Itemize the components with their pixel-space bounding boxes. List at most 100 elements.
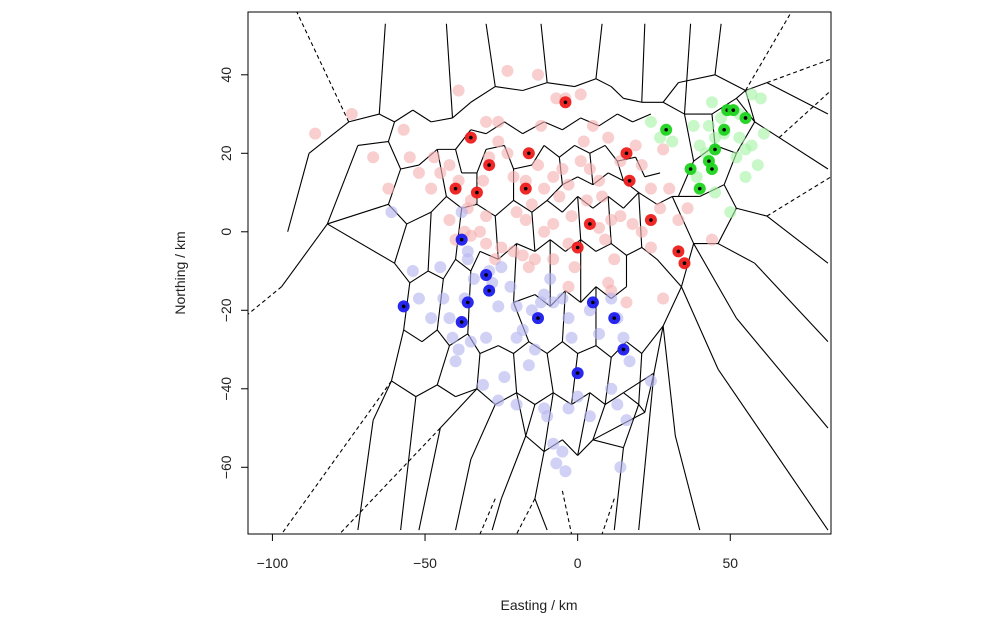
red-light-point bbox=[507, 170, 520, 183]
blue-light-point bbox=[437, 292, 450, 305]
red-light-point bbox=[608, 253, 621, 266]
blue-light-point bbox=[455, 206, 468, 219]
voronoi-edge bbox=[387, 141, 402, 170]
voronoi-edge bbox=[778, 137, 829, 170]
green-light-point bbox=[757, 127, 770, 140]
voronoi-edge bbox=[455, 258, 472, 272]
voronoi-edge bbox=[653, 325, 664, 374]
voronoi-edge bbox=[476, 388, 496, 405]
blue-light-point bbox=[571, 390, 584, 403]
red-light-point bbox=[644, 241, 657, 254]
red-light-point bbox=[580, 194, 593, 207]
blue-light-point bbox=[614, 461, 627, 474]
voronoi-edge bbox=[403, 329, 423, 343]
voronoi-edge bbox=[540, 23, 548, 83]
blue-light-point bbox=[565, 331, 578, 344]
red-light-point bbox=[562, 178, 575, 191]
blue-light-point bbox=[620, 414, 633, 427]
station-points bbox=[309, 64, 770, 478]
blue-light-point bbox=[623, 355, 636, 368]
red-light-point bbox=[629, 139, 642, 152]
voronoi-edge bbox=[427, 212, 432, 272]
red-light-point bbox=[522, 261, 535, 274]
voronoi-edge bbox=[327, 223, 395, 264]
voronoi-unbounded-edge bbox=[516, 498, 536, 534]
voronoi-edge bbox=[617, 113, 633, 123]
voronoi-edges bbox=[248, 12, 831, 534]
red-light-point bbox=[480, 237, 493, 250]
voronoi-edge bbox=[595, 345, 612, 358]
red-light-point bbox=[516, 249, 529, 262]
voronoi-edge bbox=[534, 498, 548, 531]
blue-light-point bbox=[461, 253, 474, 266]
x-tick-label: 0 bbox=[574, 555, 582, 571]
blue-light-point bbox=[480, 331, 493, 344]
blue-light-point bbox=[556, 445, 569, 458]
voronoi-edge bbox=[641, 23, 646, 103]
blue-light-point bbox=[611, 398, 624, 411]
voronoi-edge bbox=[378, 113, 395, 123]
voronoi-edge bbox=[717, 368, 829, 531]
voronoi-edge bbox=[736, 90, 746, 99]
red-light-point bbox=[492, 135, 505, 148]
green-dark-point-center bbox=[710, 167, 714, 171]
voronoi-edge bbox=[547, 82, 575, 88]
voronoi-edge bbox=[446, 196, 463, 209]
red-light-point bbox=[397, 123, 410, 136]
voronoi-edge bbox=[415, 384, 438, 398]
voronoi-edge bbox=[546, 341, 563, 354]
voronoi-edge bbox=[513, 341, 530, 354]
red-light-point bbox=[556, 162, 569, 175]
red-light-point bbox=[495, 241, 508, 254]
voronoi-edge bbox=[714, 74, 746, 91]
red-dark-point-center bbox=[475, 190, 479, 195]
blue-light-point bbox=[644, 374, 657, 387]
voronoi-edge bbox=[522, 82, 548, 92]
green-dark-point-center bbox=[722, 127, 726, 132]
voronoi-edge bbox=[735, 98, 756, 123]
voronoi-unbounded-edge bbox=[281, 380, 392, 534]
red-light-point bbox=[443, 159, 456, 172]
x-tick-label: 50 bbox=[722, 555, 738, 571]
voronoi-edge bbox=[683, 113, 695, 162]
blue-light-point bbox=[492, 394, 505, 407]
red-light-point bbox=[599, 233, 612, 246]
voronoi-edge bbox=[644, 373, 655, 468]
blue-light-point bbox=[452, 343, 465, 356]
red-dark-point-center bbox=[649, 218, 653, 222]
voronoi-edge bbox=[604, 392, 624, 405]
voronoi-edge bbox=[394, 262, 411, 284]
voronoi-edge bbox=[562, 117, 582, 131]
voronoi-edge bbox=[543, 392, 554, 452]
red-dark-point-center bbox=[575, 245, 580, 250]
voronoi-edge bbox=[766, 82, 829, 115]
voronoi-edge bbox=[580, 239, 597, 252]
red-light-point bbox=[538, 182, 551, 195]
voronoi-edge bbox=[525, 435, 545, 452]
voronoi-edge bbox=[626, 246, 643, 256]
red-dark-point-center bbox=[487, 163, 491, 167]
voronoi-edge bbox=[638, 467, 646, 531]
red-light-point bbox=[412, 166, 425, 179]
red-light-point bbox=[309, 127, 322, 140]
y-tick-label: 0 bbox=[218, 228, 234, 236]
voronoi-edge bbox=[577, 176, 594, 186]
blue-light-point bbox=[406, 265, 419, 278]
blue-light-point bbox=[550, 457, 563, 470]
blue-dark-point-center bbox=[575, 371, 580, 375]
red-light-point bbox=[672, 214, 685, 227]
red-dark-point-center bbox=[624, 151, 629, 156]
y-tick-label: −20 bbox=[218, 298, 234, 322]
voronoi-edge bbox=[406, 211, 432, 225]
voronoi-edge bbox=[543, 121, 563, 131]
blue-dark-point-center bbox=[612, 316, 617, 320]
blue-light-point bbox=[449, 355, 462, 368]
voronoi-edge bbox=[431, 117, 453, 123]
voronoi-edge bbox=[513, 164, 532, 170]
voronoi-edge bbox=[543, 145, 560, 158]
voronoi-edge bbox=[494, 216, 499, 260]
blue-light-point bbox=[510, 331, 523, 344]
voronoi-edge bbox=[452, 101, 472, 119]
blue-dark-point-center bbox=[401, 304, 406, 309]
green-dark-point-center bbox=[697, 186, 702, 191]
